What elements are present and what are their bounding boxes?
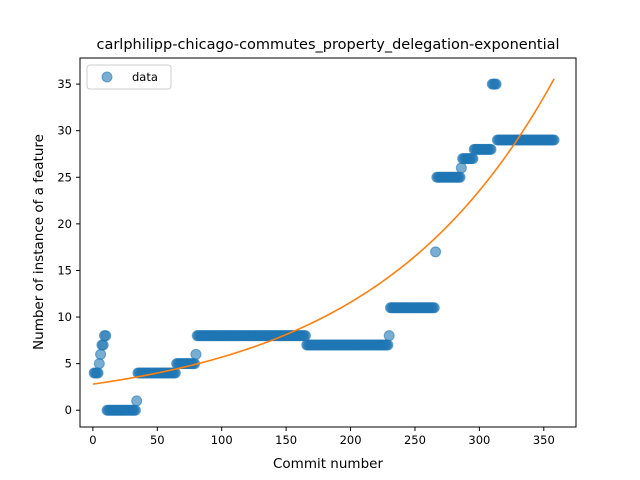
data-point	[97, 339, 109, 351]
data-point	[95, 348, 107, 360]
fit-line-layer	[92, 78, 555, 385]
legend-marker	[101, 71, 113, 83]
data-point	[430, 246, 442, 258]
data-point	[455, 162, 467, 174]
data-point	[190, 348, 202, 360]
y-tick-label: 30	[57, 124, 72, 138]
y-tick-label: 10	[57, 310, 72, 324]
x-axis-label: Commit number	[273, 456, 383, 472]
y-tick-label: 25	[57, 170, 72, 184]
data-point	[383, 330, 395, 342]
y-axis-label: Number of instance of a feature	[31, 134, 47, 350]
data-point	[382, 339, 394, 351]
data-point	[100, 330, 112, 342]
legend-box	[86, 64, 172, 90]
plot-area	[80, 58, 576, 427]
data-point	[548, 134, 560, 146]
x-tick-label: 0	[89, 433, 96, 447]
y-tick-label: 0	[65, 403, 72, 417]
y-tick-label: 20	[57, 217, 72, 231]
plot-frame	[79, 57, 577, 428]
data-point	[428, 302, 440, 314]
x-tick-label: 200	[340, 433, 362, 447]
data-point	[485, 143, 497, 155]
x-tick-label: 50	[150, 433, 165, 447]
y-axis-ticks: 0 5 10 15 20 25 30 35	[57, 77, 80, 417]
data-point	[92, 367, 104, 379]
x-tick-label: 100	[211, 433, 233, 447]
x-tick-label: 250	[404, 433, 426, 447]
x-tick-label: 150	[275, 433, 297, 447]
x-axis-ticks: 0 50 100 150 200 250 300 350	[89, 427, 555, 447]
data-point	[93, 358, 105, 370]
data-point	[299, 330, 311, 342]
y-tick-label: 15	[57, 263, 72, 277]
y-tick-label: 5	[65, 357, 72, 371]
data-point	[129, 404, 141, 416]
x-tick-label: 350	[533, 433, 555, 447]
data-point	[467, 153, 479, 165]
data-point	[131, 395, 143, 407]
data-point	[454, 171, 466, 183]
legend-label-data: data	[132, 70, 158, 84]
x-tick-label: 300	[468, 433, 490, 447]
y-tick-label: 35	[57, 77, 72, 91]
data-point	[490, 78, 502, 90]
chart-title: carlphilipp-chicago-commutes_property_de…	[96, 37, 559, 53]
fit-line	[92, 78, 555, 385]
legend: data	[86, 64, 172, 90]
